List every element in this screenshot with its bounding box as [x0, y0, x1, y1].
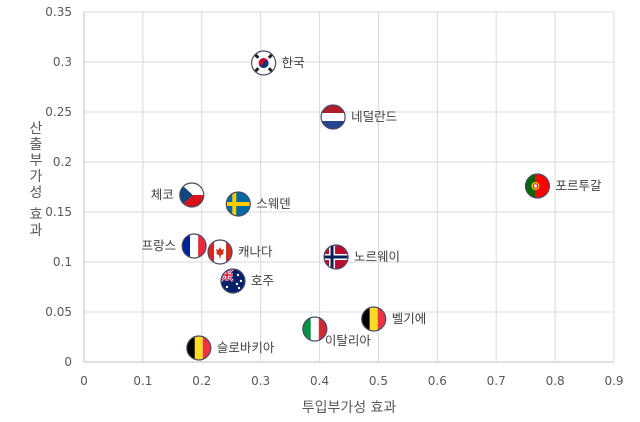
data-point: 벨기에 [361, 306, 427, 332]
point-label: 포르투갈 [555, 178, 602, 193]
data-point: 포르투갈 [524, 173, 602, 199]
x-tick-label: 0.9 [604, 374, 623, 388]
data-point: 한국 [251, 50, 305, 76]
france-flag-icon [181, 233, 207, 259]
korea-flag-icon [251, 50, 277, 76]
y-tick-label: 0.2 [53, 155, 72, 169]
svg-text:과: 과 [30, 223, 43, 239]
data-point: 호주 [220, 268, 274, 294]
belgium-flag-icon [361, 306, 387, 332]
data-point: 스웨덴 [225, 191, 291, 217]
svg-text:부: 부 [30, 153, 43, 169]
y-tick-label: 0.15 [45, 205, 72, 219]
y-tick-label: 0.1 [53, 255, 72, 269]
svg-text:성: 성 [30, 185, 43, 201]
svg-text:효: 효 [30, 207, 43, 223]
x-tick-label: 0.2 [192, 374, 211, 388]
point-label: 노르웨이 [354, 249, 400, 264]
point-label: 이탈리아 [325, 333, 372, 348]
point-label: 체코 [151, 187, 174, 202]
x-axis-title: 투입부가성 효과 [302, 400, 397, 416]
point-label: 벨기에 [392, 311, 427, 326]
data-point: 이탈리아 [302, 316, 372, 348]
x-tick-label: 0.6 [428, 374, 447, 388]
point-label: 캐나다 [238, 244, 273, 259]
sweden-flag-icon [225, 191, 251, 217]
canada-flag-icon [207, 239, 233, 265]
svg-text:산: 산 [30, 121, 43, 137]
point-label: 네덜란드 [351, 109, 397, 124]
netherlands-flag-icon [320, 104, 346, 130]
data-point: 프랑스 [142, 233, 207, 259]
point-label: 슬로바키아 [217, 340, 275, 355]
australia-flag-icon [220, 268, 246, 294]
point-label: 프랑스 [142, 238, 177, 253]
belgium-flag-icon [186, 335, 212, 361]
x-tick-label: 0.3 [251, 374, 270, 388]
x-axis-ticks: 0 0.1 0.2 0.3 0.4 0.5 0.6 0.7 0.8 0.9 [80, 374, 623, 388]
data-point: 네덜란드 [320, 104, 397, 130]
svg-text:출: 출 [30, 137, 43, 153]
y-axis-ticks: 0 0.05 0.1 0.15 0.2 0.25 0.3 0.35 [45, 5, 72, 369]
y-tick-label: 0.05 [45, 305, 72, 319]
x-tick-label: 0.1 [133, 374, 152, 388]
y-tick-label: 0 [64, 355, 72, 369]
x-tick-label: 0.5 [369, 374, 388, 388]
data-point: 체코 [151, 182, 205, 208]
x-tick-label: 0 [80, 374, 88, 388]
y-tick-label: 0.35 [45, 5, 72, 19]
portugal-flag-icon [524, 173, 551, 199]
italy-flag-icon [302, 316, 328, 342]
data-point: 슬로바키아 [186, 335, 275, 361]
norway-flag-icon [323, 244, 349, 270]
x-tick-label: 0.4 [310, 374, 329, 388]
x-tick-label: 0.8 [546, 374, 565, 388]
svg-text:가: 가 [30, 169, 43, 185]
point-label: 스웨덴 [256, 196, 291, 211]
y-tick-label: 0.3 [53, 55, 72, 69]
point-label: 호주 [251, 273, 274, 288]
data-point: 캐나다 [207, 239, 273, 265]
data-point: 노르웨이 [323, 244, 400, 270]
point-label: 한국 [282, 55, 305, 70]
y-tick-label: 0.25 [45, 105, 72, 119]
x-tick-label: 0.7 [487, 374, 506, 388]
czech-flag-icon [179, 182, 205, 208]
